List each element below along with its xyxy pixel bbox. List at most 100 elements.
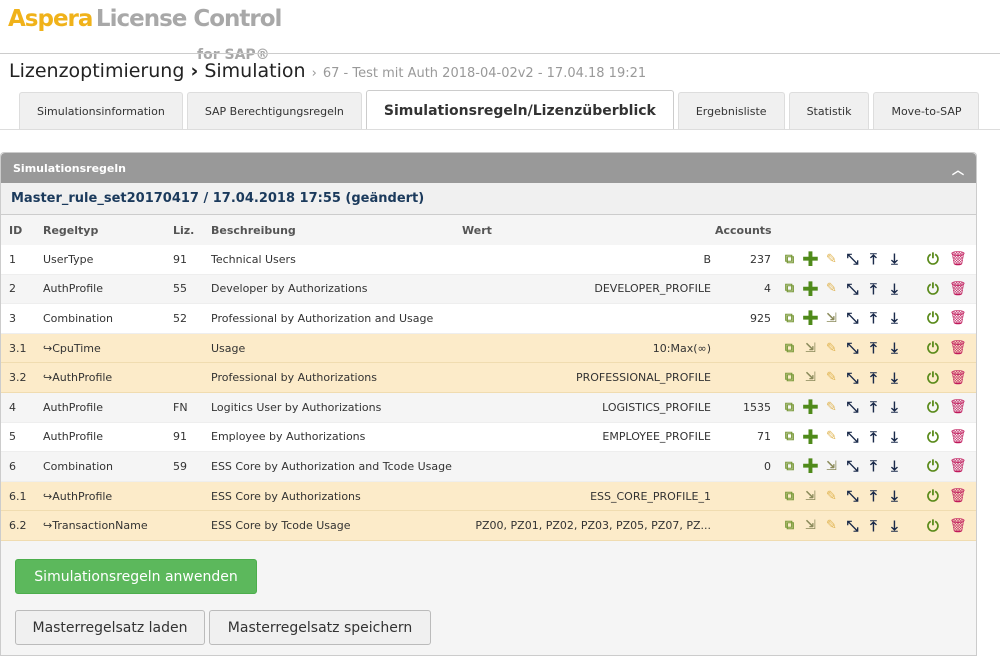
table-row[interactable]: 1 UserType 91 Technical Users B 237 ⧉ ✚ ✎ ⤡…: [1, 245, 976, 275]
tab-statistik[interactable]: Statistik: [788, 92, 870, 130]
trash-icon[interactable]: 🗑: [949, 280, 967, 297]
move-to-top-icon[interactable]: ⤒: [870, 339, 877, 358]
trash-icon[interactable]: 🗑: [949, 458, 967, 475]
copy-icon[interactable]: ⧉: [784, 251, 795, 267]
add-rule-icon[interactable]: ✚: [802, 424, 819, 449]
edit-icon[interactable]: ✎: [826, 281, 837, 297]
move-icon[interactable]: ⤡: [846, 339, 859, 358]
power-icon[interactable]: ⏻: [927, 427, 939, 446]
move-icon[interactable]: ⤡: [846, 487, 859, 506]
power-icon[interactable]: ⏻: [927, 250, 939, 269]
trash-icon[interactable]: 🗑: [949, 428, 967, 445]
add-rule-icon[interactable]: ✚: [802, 276, 819, 301]
table-row[interactable]: 3 Combination 52 Professional by Authori…: [1, 304, 976, 334]
table-row[interactable]: 3.2 ↪AuthProfile Professional by Authori…: [1, 363, 976, 393]
add-combination-icon[interactable]: ⇲: [805, 370, 816, 386]
table-row[interactable]: 4 AuthProfile FN Logitics User by Author…: [1, 392, 976, 423]
add-combination-icon[interactable]: ⇲: [826, 310, 837, 326]
table-row[interactable]: 2 AuthProfile 55 Developer by Authorizat…: [1, 274, 976, 305]
move-to-top-icon[interactable]: ⤒: [870, 250, 877, 269]
breadcrumb-level2[interactable]: Simulation: [204, 60, 306, 82]
chevron-up-icon[interactable]: ︿: [951, 163, 964, 177]
power-icon[interactable]: ⏻: [927, 457, 939, 476]
add-rule-icon[interactable]: ✚: [802, 247, 819, 272]
tab-sap-berechtigungsregeln[interactable]: SAP Berechtigungsregeln: [186, 92, 362, 130]
move-to-top-icon[interactable]: ⤒: [870, 457, 877, 476]
power-icon[interactable]: ⏻: [927, 516, 939, 535]
move-down-icon[interactable]: ⤓: [891, 487, 898, 506]
move-to-top-icon[interactable]: ⤒: [870, 309, 877, 328]
power-icon[interactable]: ⏻: [927, 339, 939, 358]
power-icon[interactable]: ⏻: [927, 398, 939, 417]
power-icon[interactable]: ⏻: [927, 279, 939, 298]
load-master-ruleset-button[interactable]: Masterregelsatz laden: [15, 610, 205, 645]
edit-icon[interactable]: ✎: [826, 518, 837, 534]
edit-icon[interactable]: ✎: [826, 251, 837, 267]
copy-icon[interactable]: ⧉: [784, 370, 795, 386]
edit-icon[interactable]: ✎: [826, 399, 837, 415]
add-combination-icon[interactable]: ⇲: [805, 488, 816, 504]
power-icon[interactable]: ⏻: [927, 487, 939, 506]
move-down-icon[interactable]: ⤓: [891, 398, 898, 417]
trash-icon[interactable]: 🗑: [949, 369, 967, 386]
power-icon[interactable]: ⏻: [927, 368, 939, 387]
move-to-top-icon[interactable]: ⤒: [870, 368, 877, 387]
trash-icon[interactable]: 🗑: [949, 399, 967, 416]
add-combination-icon[interactable]: ⇲: [826, 458, 837, 474]
copy-icon[interactable]: ⧉: [784, 518, 795, 534]
move-down-icon[interactable]: ⤓: [891, 457, 898, 476]
tab-move-to-sap[interactable]: Move-to-SAP: [873, 92, 980, 130]
move-down-icon[interactable]: ⤓: [891, 279, 898, 298]
move-icon[interactable]: ⤡: [846, 516, 859, 535]
trash-icon[interactable]: 🗑: [949, 340, 967, 357]
breadcrumb-level1[interactable]: Lizenzoptimierung: [9, 60, 185, 82]
copy-icon[interactable]: ⧉: [784, 340, 795, 356]
tab-simulationsinformation[interactable]: Simulationsinformation: [19, 92, 183, 130]
table-row[interactable]: 3.1 ↪CpuTime Usage 10:Max(∞) ⧉ ⇲ ✎ ⤡ ⤒ ⤓ ⏻ 🗑: [1, 333, 976, 364]
table-row[interactable]: 6.1 ↪AuthProfile ESS Core by Authorizati…: [1, 481, 976, 512]
edit-icon[interactable]: ✎: [826, 340, 837, 356]
table-row[interactable]: 6.2 ↪TransactionName ESS Core by Tcode U…: [1, 511, 976, 541]
edit-icon[interactable]: ✎: [826, 488, 837, 504]
move-to-top-icon[interactable]: ⤒: [870, 427, 877, 446]
move-icon[interactable]: ⤡: [846, 250, 859, 269]
move-down-icon[interactable]: ⤓: [891, 427, 898, 446]
trash-icon[interactable]: 🗑: [949, 310, 967, 327]
move-icon[interactable]: ⤡: [846, 427, 859, 446]
apply-rules-button[interactable]: Simulationsregeln anwenden: [15, 559, 257, 594]
save-master-ruleset-button[interactable]: Masterregelsatz speichern: [209, 610, 431, 645]
add-rule-icon[interactable]: ✚: [802, 306, 819, 331]
copy-icon[interactable]: ⧉: [784, 488, 795, 504]
move-to-top-icon[interactable]: ⤒: [870, 487, 877, 506]
add-rule-icon[interactable]: ✚: [802, 454, 819, 479]
add-combination-icon[interactable]: ⇲: [805, 340, 816, 356]
add-rule-icon[interactable]: ✚: [802, 395, 819, 420]
copy-icon[interactable]: ⧉: [784, 310, 795, 326]
move-icon[interactable]: ⤡: [846, 457, 859, 476]
move-down-icon[interactable]: ⤓: [891, 339, 898, 358]
edit-icon[interactable]: ✎: [826, 429, 837, 445]
move-down-icon[interactable]: ⤓: [891, 516, 898, 535]
move-to-top-icon[interactable]: ⤒: [870, 398, 877, 417]
edit-icon[interactable]: ✎: [826, 370, 837, 386]
move-icon[interactable]: ⤡: [846, 398, 859, 417]
copy-icon[interactable]: ⧉: [784, 281, 795, 297]
move-down-icon[interactable]: ⤓: [891, 250, 898, 269]
table-row[interactable]: 6 Combination 59 ESS Core by Authorizati…: [1, 452, 976, 482]
tab-simulationsregeln-lizenz-berblick[interactable]: Simulationsregeln/Lizenzüberblick: [365, 90, 674, 130]
trash-icon[interactable]: 🗑: [949, 251, 967, 268]
move-down-icon[interactable]: ⤓: [891, 368, 898, 387]
move-to-top-icon[interactable]: ⤒: [870, 279, 877, 298]
trash-icon[interactable]: 🗑: [949, 517, 967, 534]
trash-icon[interactable]: 🗑: [949, 488, 967, 505]
add-combination-icon[interactable]: ⇲: [805, 518, 816, 534]
move-down-icon[interactable]: ⤓: [891, 309, 898, 328]
copy-icon[interactable]: ⧉: [784, 458, 795, 474]
move-icon[interactable]: ⤡: [846, 368, 859, 387]
power-icon[interactable]: ⏻: [927, 309, 939, 328]
copy-icon[interactable]: ⧉: [784, 429, 795, 445]
move-icon[interactable]: ⤡: [846, 279, 859, 298]
move-to-top-icon[interactable]: ⤒: [870, 516, 877, 535]
move-icon[interactable]: ⤡: [846, 309, 859, 328]
panel-header[interactable]: Simulationsregeln ︿: [1, 153, 976, 183]
